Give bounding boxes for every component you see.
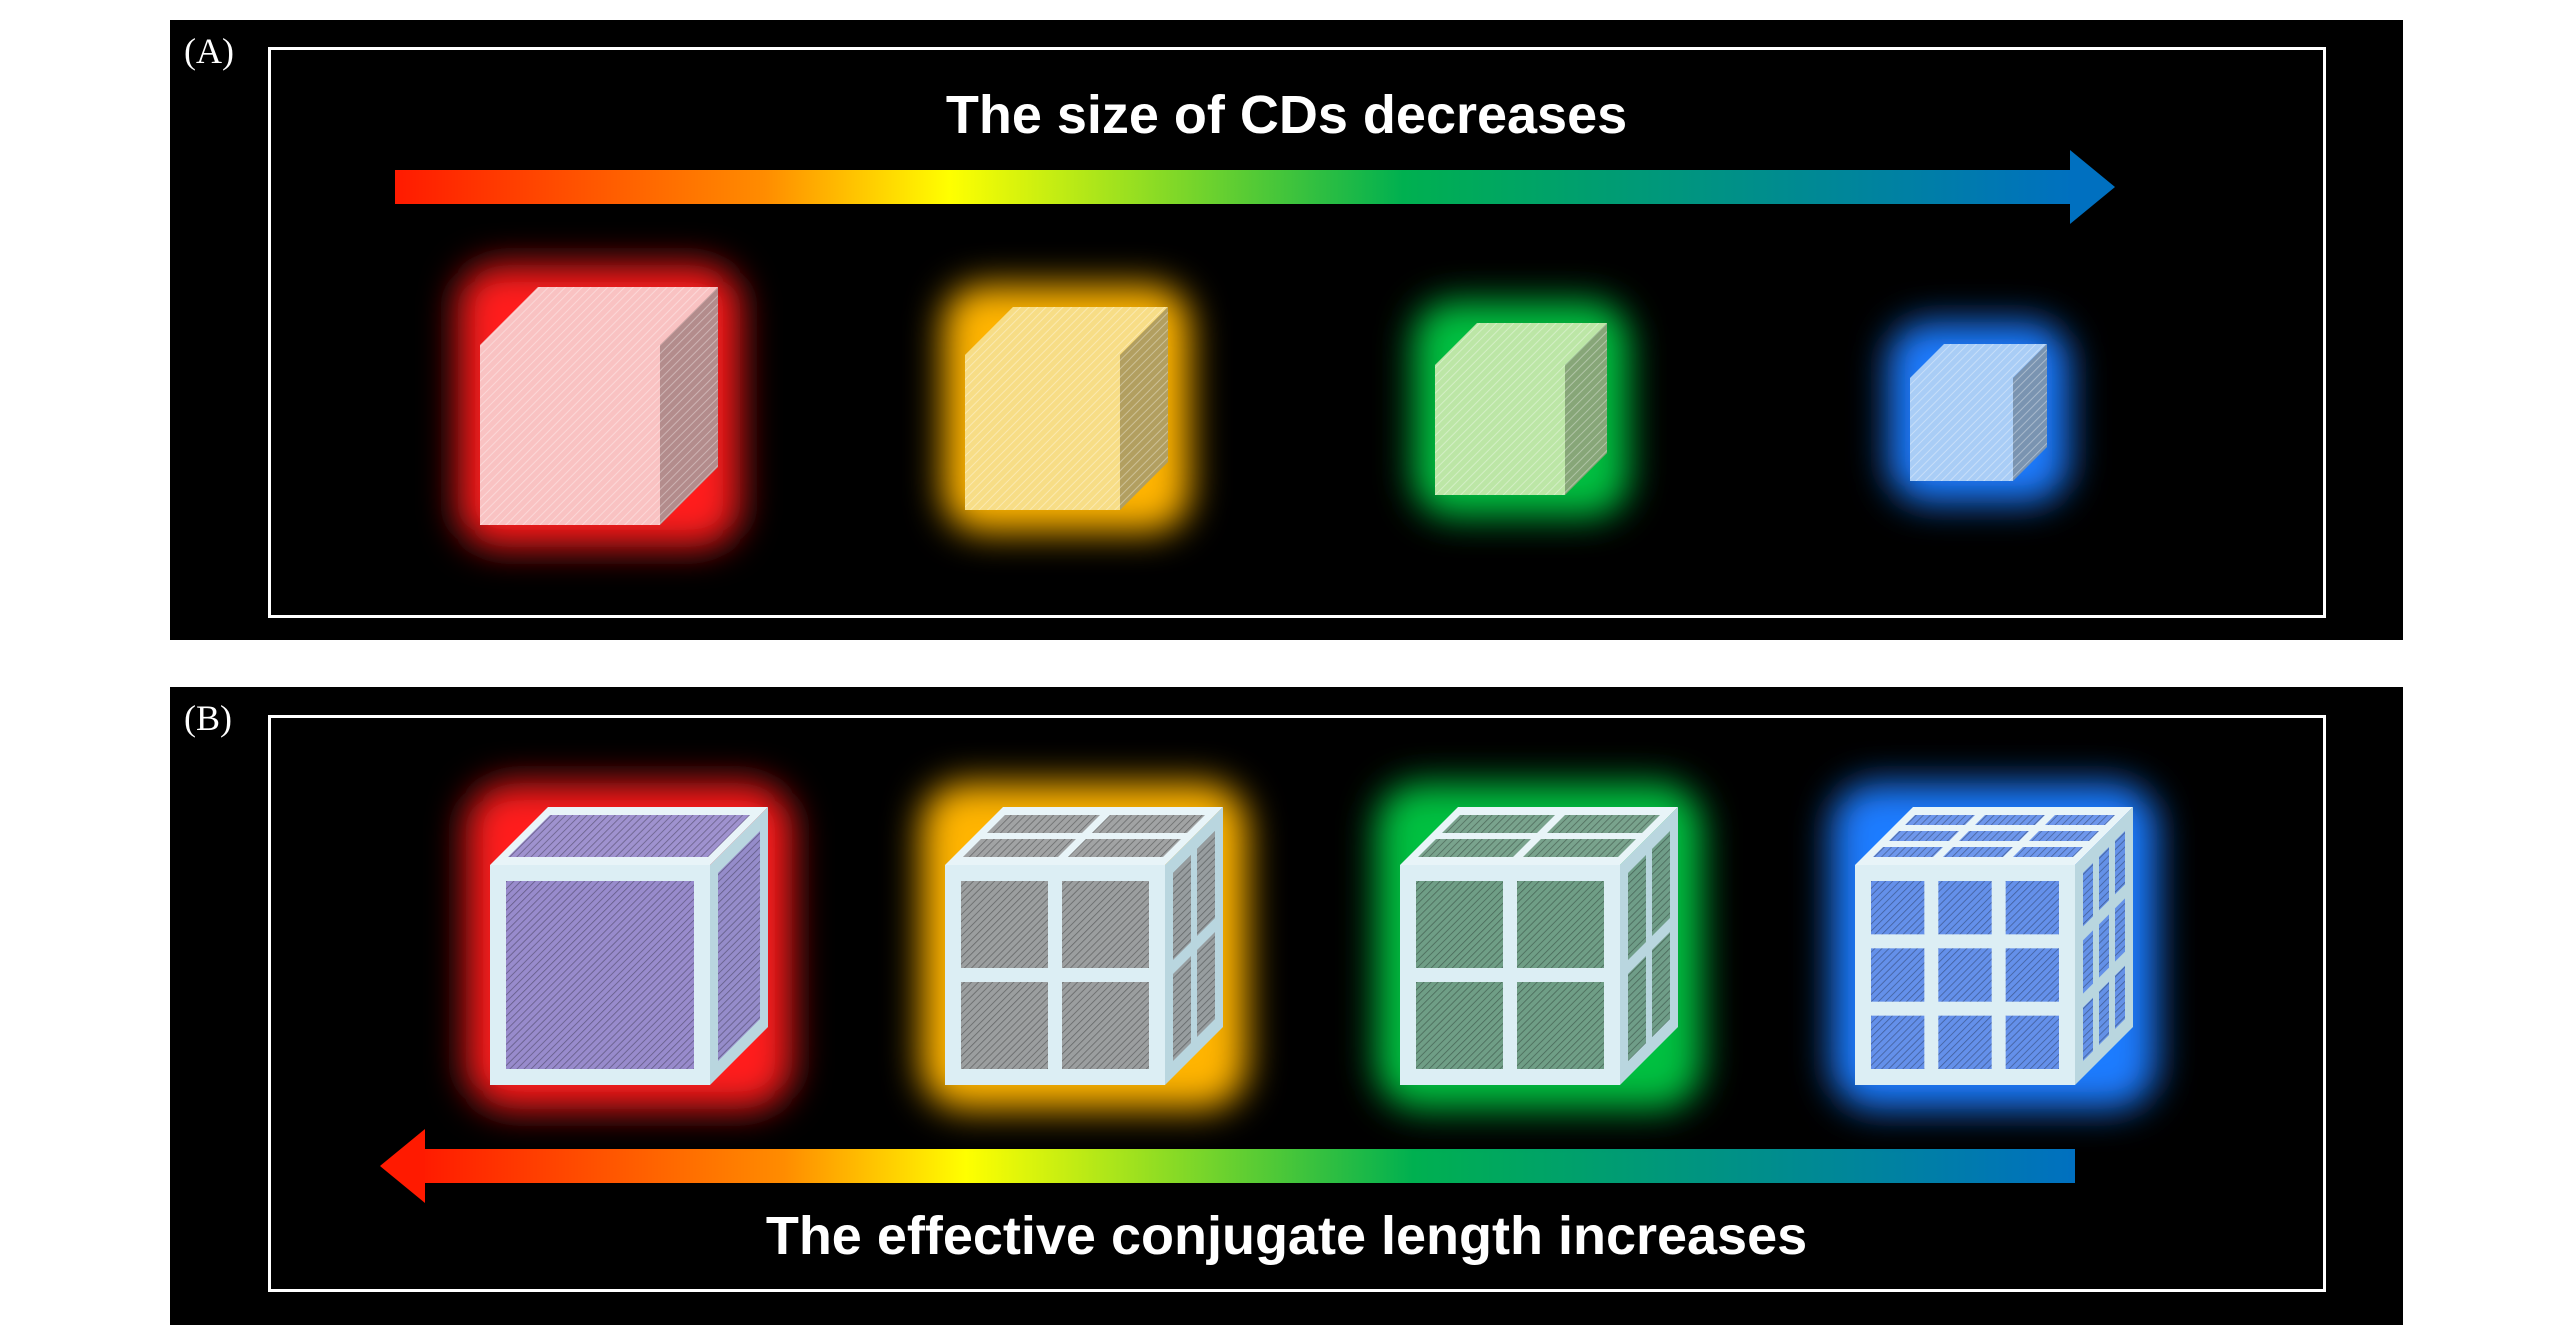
panel-b: (B) The effective conjugate length incre… bbox=[170, 687, 2403, 1325]
panel-a-frame bbox=[268, 47, 2326, 618]
panel-b-artwork bbox=[380, 783, 2157, 1203]
conjugate-cube-orange bbox=[921, 783, 1247, 1109]
panel-a-caption: The size of CDs decreases bbox=[945, 85, 1628, 145]
size-arrow bbox=[395, 150, 2115, 224]
panel-b-frame bbox=[268, 715, 2326, 1292]
size-cubes bbox=[458, 265, 2069, 547]
conjugate-cube-green bbox=[1376, 783, 1702, 1109]
panel-b-caption: The effective conjugate length increases bbox=[765, 1206, 1808, 1266]
cube-orange bbox=[943, 285, 1190, 532]
panel-a-artwork bbox=[395, 150, 2115, 547]
panel-b-label: (B) bbox=[184, 698, 232, 738]
panel-a-label: (A) bbox=[184, 31, 234, 71]
cube-blue bbox=[1888, 322, 2069, 503]
conjugate-cube-blue bbox=[1831, 783, 2157, 1109]
cube-red bbox=[458, 265, 740, 547]
cube-green bbox=[1413, 301, 1629, 517]
conjugate-arrow bbox=[380, 1129, 2075, 1203]
conjugate-cubes bbox=[466, 783, 2157, 1109]
conjugate-cube-red bbox=[466, 783, 792, 1109]
panel-a: (A) The size of CDs decreases bbox=[170, 20, 2403, 640]
